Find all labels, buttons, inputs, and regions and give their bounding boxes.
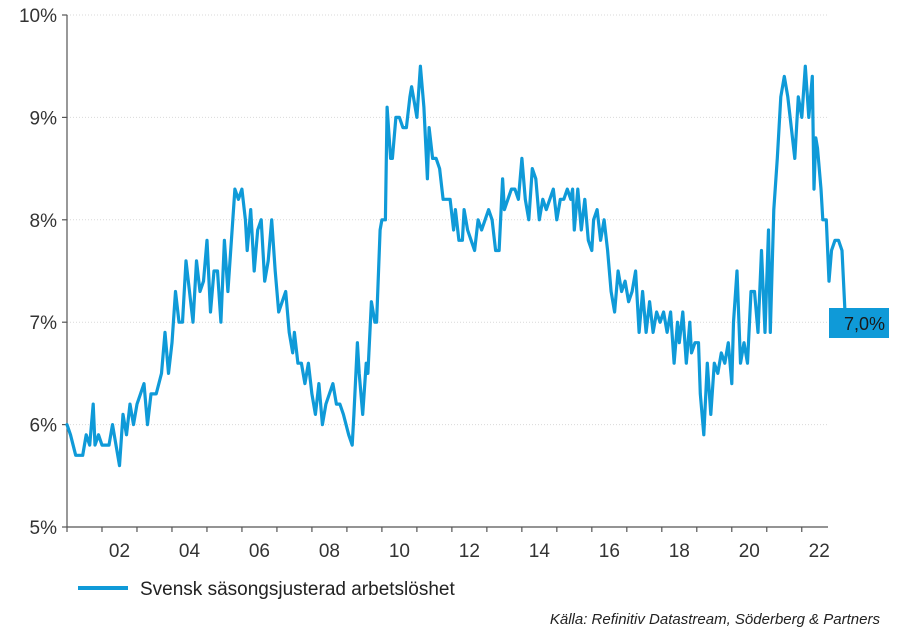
last-value-callout: 7,0% [829, 308, 889, 338]
series-line-0 [65, 64, 848, 468]
y-tick-label: 8% [30, 211, 58, 232]
y-tick-labels: 5% 6% 7% 8% 9% 10% [19, 6, 67, 539]
x-tick-label: 10 [389, 541, 410, 562]
y-tick-label: 7% [30, 313, 58, 334]
x-tick-label: 02 [109, 541, 130, 562]
x-tick-label: 06 [249, 541, 270, 562]
last-value-label: 7,0% [844, 314, 885, 334]
y-tick-label: 9% [30, 108, 58, 129]
series-group [65, 64, 848, 468]
y-tick-label: 5% [30, 518, 58, 539]
y-tick-label: 10% [19, 6, 57, 27]
x-tick-labels: 02 04 06 08 10 12 14 16 18 20 22 [66, 527, 830, 562]
axes [66, 15, 828, 528]
y-tick-label: 6% [30, 416, 58, 437]
legend: Svensk säsongsjusterad arbetslöshet [78, 579, 455, 600]
x-tick-label: 08 [319, 541, 340, 562]
x-tick-label: 12 [459, 541, 480, 562]
legend-label: Svensk säsongsjusterad arbetslöshet [140, 579, 455, 600]
x-tick-label: 14 [529, 541, 551, 562]
x-tick-label: 20 [739, 541, 760, 562]
source-note: Källa: Refinitiv Datastream, Söderberg &… [550, 611, 881, 628]
x-tick-label: 04 [179, 541, 201, 562]
x-tick-label: 18 [669, 541, 690, 562]
x-tick-label: 22 [809, 541, 830, 562]
x-tick-label: 16 [599, 541, 620, 562]
last-value-box [829, 308, 889, 338]
